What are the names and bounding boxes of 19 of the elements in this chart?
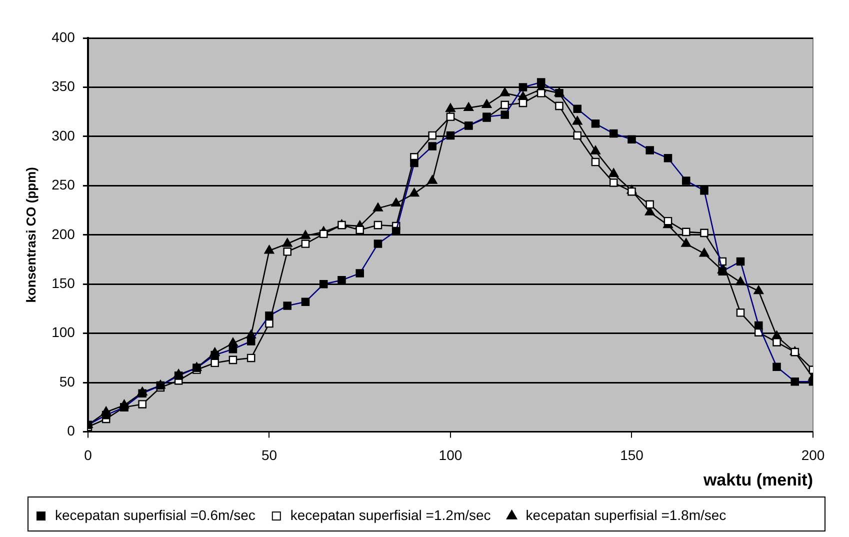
y-axis-title: konsentrasi CO (ppm) [23, 167, 38, 303]
legend-label: kecepatan superfisial =1.2m/sec [290, 506, 491, 523]
x-tick-label: 100 [438, 447, 462, 464]
x-tick-label: 50 [261, 447, 278, 464]
y-tick-label: 300 [52, 127, 76, 144]
y-tick-label: 0 [67, 422, 76, 439]
y-tick-label: 200 [52, 226, 76, 242]
y-tick-label: 100 [52, 324, 76, 340]
y-tick-label: 250 [52, 176, 76, 193]
y-tick-label: 50 [59, 373, 76, 390]
x-tick-label: 150 [620, 447, 644, 464]
x-axis-title: waktu (menit) [702, 470, 813, 490]
legend-label: kecepatan superfisial =0.6m/sec [55, 506, 256, 523]
y-tick-label: 400 [52, 28, 76, 45]
y-tick-label: 350 [52, 78, 76, 94]
x-tick-label: 0 [84, 447, 92, 464]
legend-label: kecepatan superfisial =1.8m/sec [526, 506, 726, 523]
y-tick-label: 150 [52, 274, 76, 291]
x-tick-label: 200 [801, 447, 825, 464]
